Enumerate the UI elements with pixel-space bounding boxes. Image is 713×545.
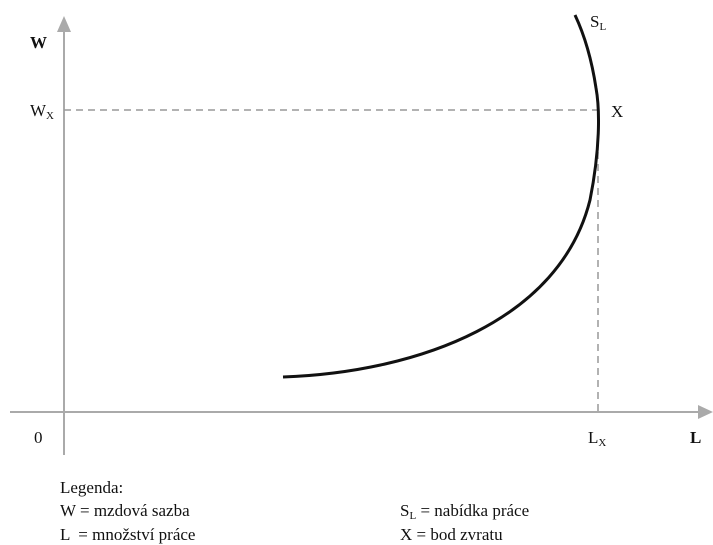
tick-sub: X bbox=[598, 437, 606, 449]
y-tick-label: WX bbox=[30, 101, 54, 122]
x-arrow bbox=[698, 405, 713, 419]
supply-curve bbox=[282, 14, 600, 379]
tick-sub: X bbox=[46, 110, 54, 122]
curve-sub: L bbox=[599, 21, 606, 33]
legend-item: L = množství práce bbox=[60, 525, 195, 544]
legend-item: W = mzdová sazba bbox=[60, 501, 190, 520]
legend-main: S bbox=[400, 501, 409, 520]
curve-label: SL bbox=[590, 12, 606, 33]
legend-item: SL = nabídka práce bbox=[400, 501, 529, 522]
legend-title: Legenda: bbox=[60, 478, 123, 497]
tick-main: L bbox=[588, 428, 598, 447]
curve-main: S bbox=[590, 12, 599, 31]
tick-main: W bbox=[30, 101, 47, 120]
x-tick-label: LX bbox=[588, 428, 606, 449]
origin-label: 0 bbox=[34, 428, 43, 447]
point-label: X bbox=[611, 102, 623, 121]
y-arrow bbox=[57, 16, 71, 32]
legend-text: = nabídka práce bbox=[416, 501, 529, 520]
y-axis-label: W bbox=[30, 33, 47, 52]
legend-sub: L bbox=[409, 510, 416, 522]
x-axis-label: L bbox=[690, 428, 701, 447]
legend-item: X = bod zvratu bbox=[400, 525, 503, 544]
